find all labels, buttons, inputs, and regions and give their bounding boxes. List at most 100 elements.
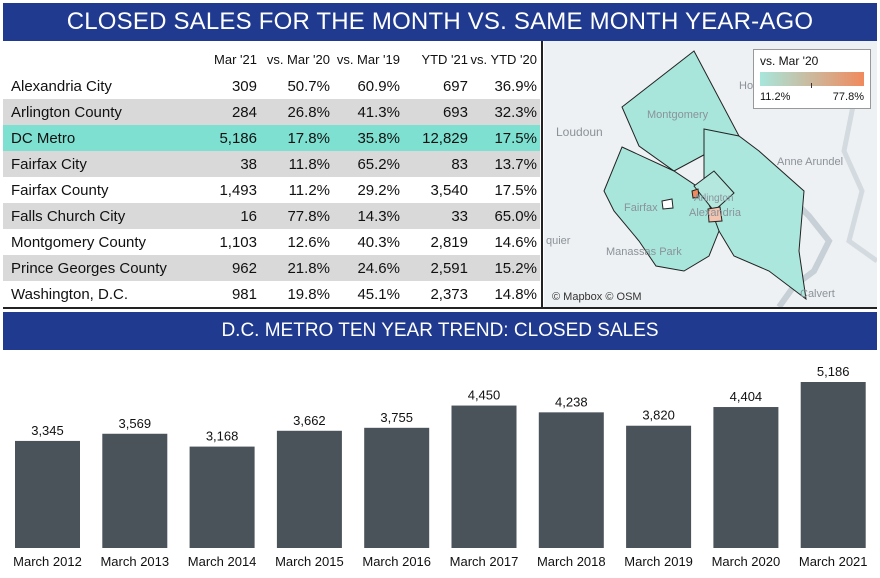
cell-vs-mar20: 26.8% <box>287 103 330 121</box>
cell-ytd21: 2,373 <box>430 285 468 303</box>
map-label-loudoun: Loudoun <box>556 125 603 139</box>
row-name: Fairfax City <box>11 155 87 173</box>
table-row: Alexandria City 309 50.7% 60.9% 697 36.9% <box>3 73 540 99</box>
x-tick-label: March 2013 <box>100 554 169 569</box>
legend-gradient-bar <box>760 72 864 86</box>
row-name: Arlington County <box>11 103 122 121</box>
cell-ytd21: 83 <box>451 155 468 173</box>
map-label-arlington: Arlington <box>694 193 733 204</box>
col-header-mar21: Mar '21 <box>214 51 257 67</box>
table-row: Arlington County 284 26.8% 41.3% 693 32.3% <box>3 99 540 125</box>
bar-march-2018[interactable] <box>538 412 604 548</box>
col-header-vs-mar19: vs. Mar '19 <box>336 51 400 67</box>
bar-march-2021[interactable] <box>800 382 866 548</box>
closed-sales-table: Mar '21 vs. Mar '20 vs. Mar '19 YTD '21 … <box>3 41 543 307</box>
x-tick-label: March 2019 <box>624 554 693 569</box>
map-falls-church <box>691 188 700 199</box>
row-name: Washington, D.C. <box>11 285 128 303</box>
map-water <box>776 188 833 307</box>
cell-vs-mar20: 11.8% <box>288 155 330 173</box>
cell-vs-mar19: 14.3% <box>357 207 400 225</box>
bar-march-2012[interactable] <box>15 440 80 548</box>
cell-mar21: 962 <box>231 259 257 277</box>
bar-march-2015[interactable] <box>276 430 342 548</box>
row-name: Alexandria City <box>11 77 112 95</box>
cell-vs-mar19: 35.8% <box>357 129 400 147</box>
cell-mar21: 5,186 <box>219 129 257 147</box>
row-name: Prince Georges County <box>11 259 167 277</box>
bar-value-label: 4,450 <box>468 388 501 403</box>
legend-min: 11.2% <box>760 91 791 103</box>
map-label-calvert: Calvert <box>800 288 835 300</box>
cell-vs-mar20: 19.8% <box>287 285 330 303</box>
bar-value-label: 4,404 <box>730 389 763 404</box>
cell-vs-mar19: 41.3% <box>357 103 400 121</box>
table-header-row: Mar '21 vs. Mar '20 vs. Mar '19 YTD '21 … <box>3 46 540 72</box>
bar-value-label: 5,186 <box>817 364 850 379</box>
bottom-banner-title: D.C. METRO TEN YEAR TREND: CLOSED SALES <box>3 312 877 350</box>
col-header-vs-mar20: vs. Mar '20 <box>266 51 330 67</box>
cell-ytd21: 12,829 <box>422 129 468 147</box>
map-label-anne-arundel: Anne Arundel <box>777 156 843 168</box>
cell-vs-ytd20: 32.3% <box>494 103 537 121</box>
cell-ytd21: 693 <box>442 103 468 121</box>
cell-vs-mar20: 21.8% <box>287 259 330 277</box>
cell-vs-mar19: 29.2% <box>357 181 400 199</box>
map-svg: Loudoun Montgomery Anne Arundel Fairfax … <box>544 41 877 307</box>
table-row: Montgomery County 1,103 12.6% 40.3% 2,819 14.… <box>3 229 540 255</box>
map-label-quier: quier <box>546 235 571 247</box>
bar-value-label: 4,238 <box>555 394 588 409</box>
ten-year-trend-chart: 3,345 March 2012 3,569 March 2013 3,168 March… <box>3 352 877 573</box>
cell-mar21: 284 <box>231 103 257 121</box>
cell-vs-ytd20: 13.7% <box>494 155 537 173</box>
x-tick-label: March 2018 <box>537 554 606 569</box>
map-label-fairfax: Fairfax <box>624 202 658 214</box>
bar-march-2014[interactable] <box>189 446 255 548</box>
map-alexandria <box>707 206 723 223</box>
table-row: Prince Georges County 962 21.8% 24.6% 2,591 1… <box>3 255 540 281</box>
row-name: Fairfax County <box>11 181 109 199</box>
map-fairfax-city <box>661 198 674 210</box>
table-row: Fairfax City 38 11.8% 65.2% 83 13.7% <box>3 151 540 177</box>
x-tick-label: March 2014 <box>188 554 257 569</box>
row-name: DC Metro <box>11 129 76 147</box>
region-map[interactable]: Loudoun Montgomery Anne Arundel Fairfax … <box>544 41 877 307</box>
cell-vs-mar20: 77.8% <box>287 207 330 225</box>
bar-value-label: 3,662 <box>293 413 326 428</box>
cell-mar21: 1,103 <box>219 233 257 251</box>
map-legend: vs. Mar '20 11.2% 77.8% <box>753 49 871 109</box>
bar-march-2013[interactable] <box>102 433 168 548</box>
bar-march-2016[interactable] <box>364 427 430 548</box>
row-name: Falls Church City <box>11 207 126 225</box>
bar-value-label: 3,168 <box>206 429 239 444</box>
x-tick-label: March 2015 <box>275 554 344 569</box>
cell-ytd21: 697 <box>442 77 468 95</box>
cell-vs-ytd20: 17.5% <box>494 129 537 147</box>
cell-vs-ytd20: 14.6% <box>494 233 537 251</box>
map-label-alexandria: Alexandria <box>689 207 742 219</box>
bar-march-2020[interactable] <box>713 407 779 548</box>
bar-value-label: 3,569 <box>119 416 152 431</box>
cell-vs-ytd20: 17.5% <box>494 181 537 199</box>
cell-vs-mar19: 60.9% <box>357 77 400 95</box>
x-tick-label: March 2020 <box>712 554 781 569</box>
legend-max: 77.8% <box>832 91 864 103</box>
map-washington-dc <box>693 170 735 212</box>
bar-march-2017[interactable] <box>451 405 517 548</box>
cell-vs-ytd20: 14.8% <box>494 285 537 303</box>
bar-value-label: 3,755 <box>380 410 413 425</box>
cell-mar21: 981 <box>231 285 257 303</box>
x-tick-label: March 2021 <box>799 554 868 569</box>
cell-mar21: 1,493 <box>219 181 257 199</box>
cell-ytd21: 33 <box>451 207 468 225</box>
map-label-ho: Ho <box>739 80 753 92</box>
legend-tick <box>811 83 812 88</box>
x-tick-label: March 2012 <box>13 554 82 569</box>
cell-vs-mar19: 40.3% <box>357 233 400 251</box>
map-attribution: © Mapbox © OSM <box>552 291 642 303</box>
cell-mar21: 38 <box>240 155 257 173</box>
cell-ytd21: 3,540 <box>430 181 468 199</box>
col-header-vs-ytd20: vs. YTD '20 <box>470 51 537 67</box>
bar-march-2019[interactable] <box>626 425 692 548</box>
cell-vs-ytd20: 15.2% <box>494 259 537 277</box>
